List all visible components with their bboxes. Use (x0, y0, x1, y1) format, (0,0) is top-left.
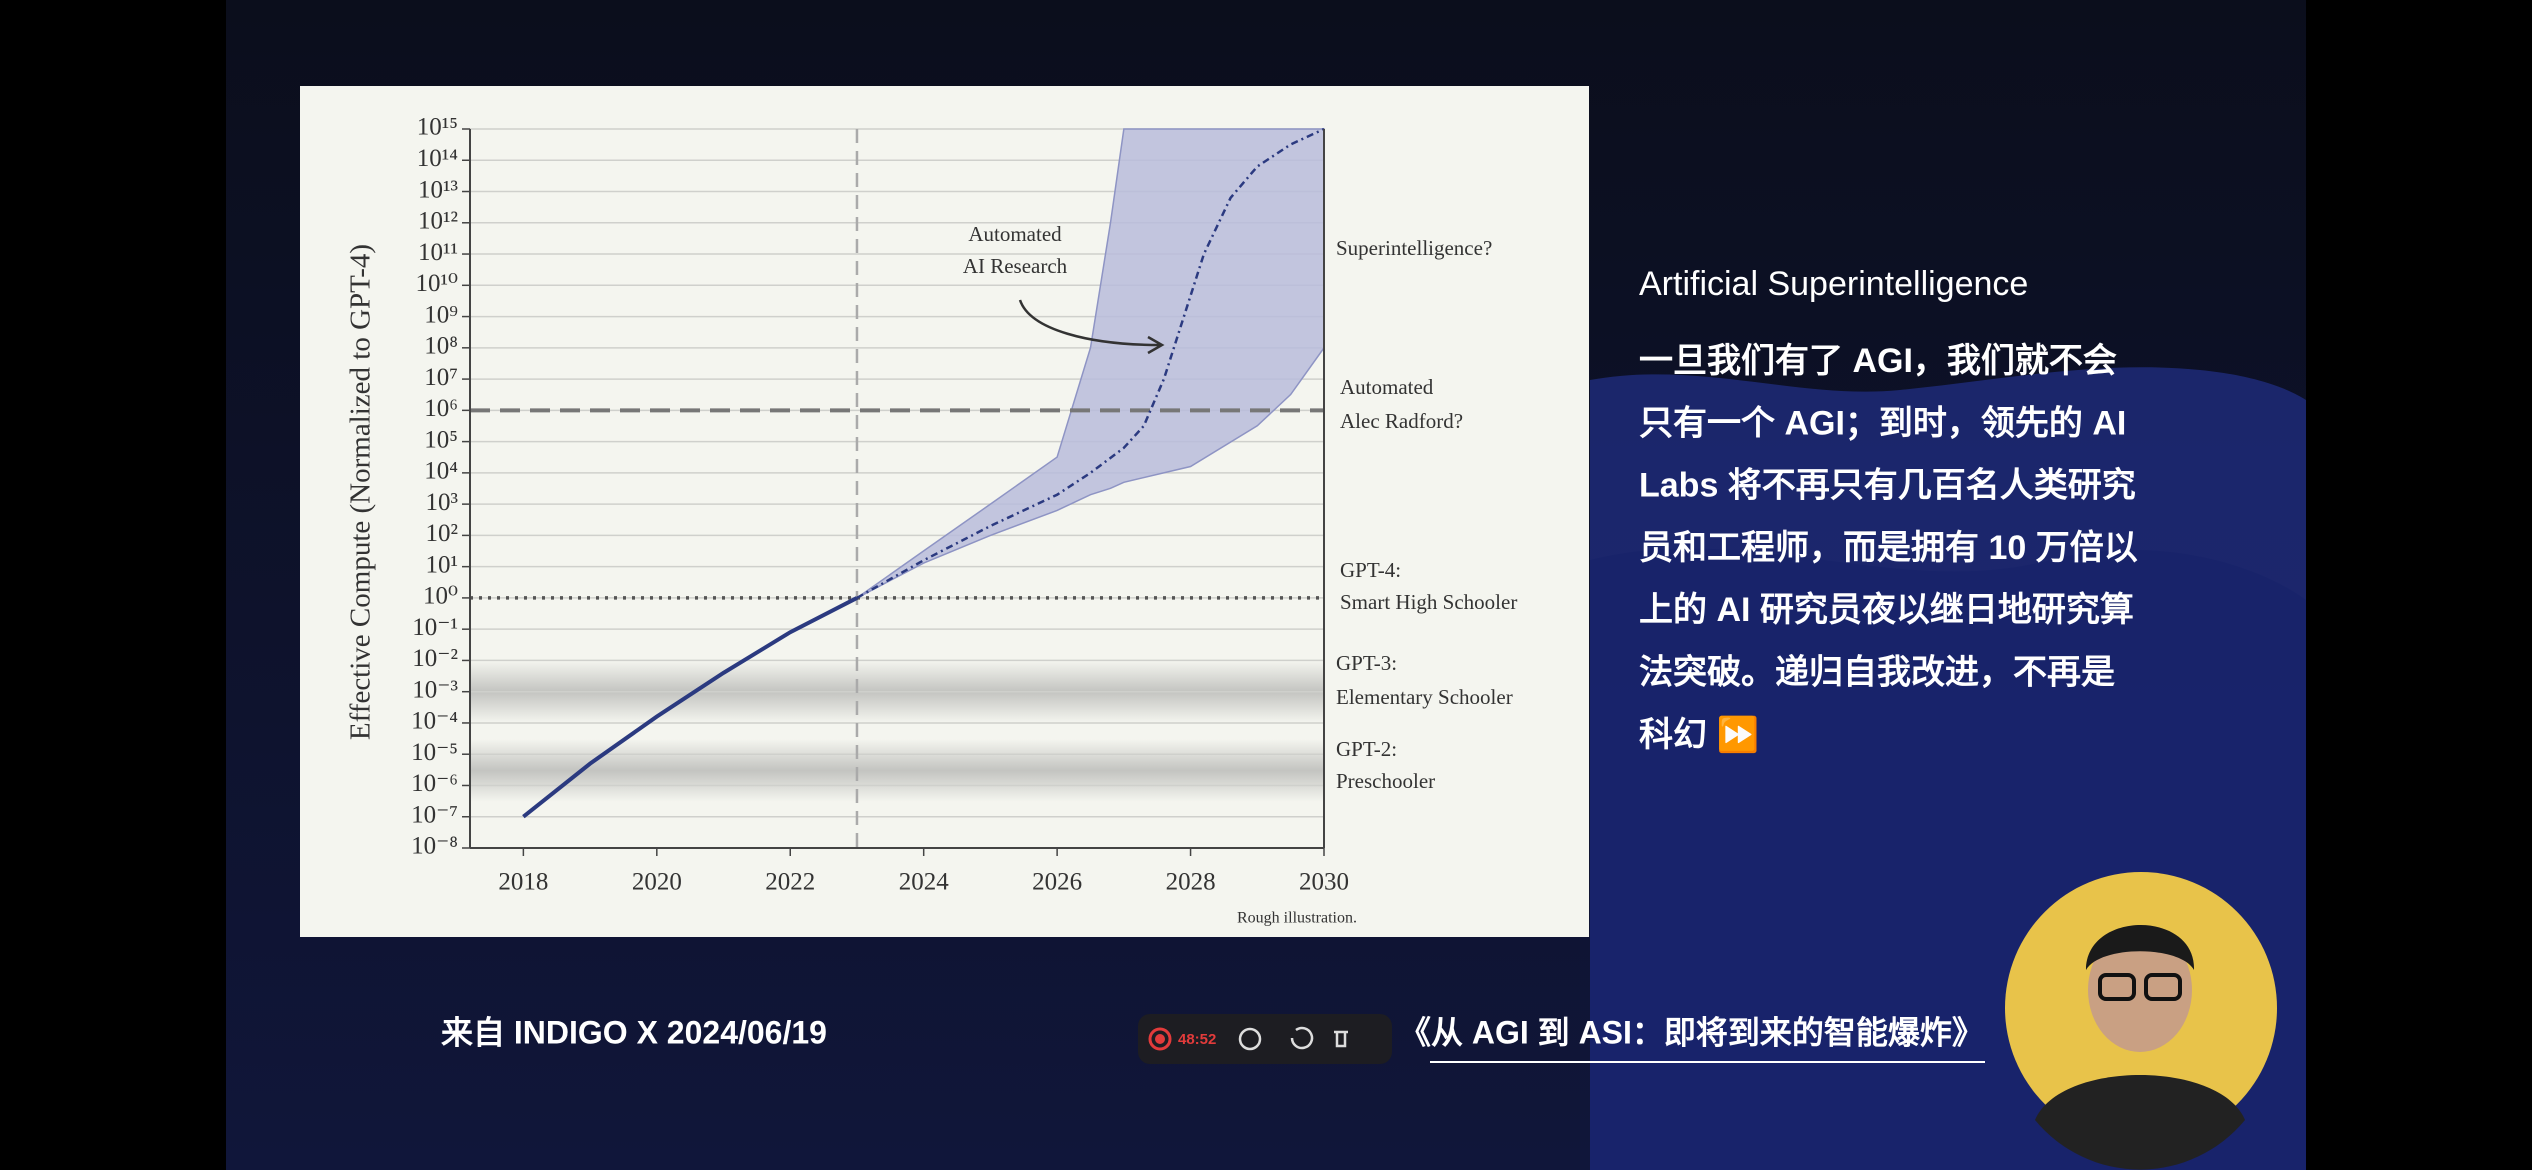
restart-icon[interactable] (1290, 1026, 1314, 1050)
reference-label: Automated (1340, 375, 1434, 399)
level-label: Elementary Schooler (1336, 685, 1513, 709)
chart-note: Rough illustration. (1237, 910, 1357, 927)
y-tick-label: 10⁻⁶ (411, 770, 458, 797)
series-line (522, 596, 858, 819)
y-tick-label: 10⁻¹ (412, 614, 458, 641)
book-title: 《从 AGI 到 ASI：即将到来的智能爆炸》 (1399, 1014, 1984, 1050)
y-tick-label: 10⁻⁷ (411, 801, 458, 828)
level-band (470, 739, 1324, 802)
body-line: 法突破。递归自我改进，不再是 (1639, 653, 2115, 691)
chart: 10⁻⁸ 10⁻⁷ 10⁻⁶ 10⁻⁵ 10⁻⁴ 10⁻³ 10⁻² 10⁻¹ 10⁰ 10¹ 10… (345, 114, 1518, 927)
glasses (2098, 973, 2136, 1001)
y-axis-title: Effective Compute (Normalized to GPT-4) (345, 244, 377, 740)
x-tick-label: 2022 (765, 869, 815, 896)
chart-panel (300, 86, 1589, 937)
body-line: 员和工程师，而是拥有 10 万倍以 (1639, 529, 2138, 567)
y-tick-label: 10⁻⁴ (411, 708, 458, 735)
webcam (2005, 872, 2277, 1170)
body-line: 一旦我们有了 AGI，我们就不会 (1639, 342, 2117, 380)
y-tick-label: 10⁻⁵ (411, 739, 458, 766)
y-tick-label: 10⁵ (424, 426, 458, 453)
person-face (2088, 928, 2192, 1052)
body-line: 科幻 ⏩ (1639, 715, 1759, 754)
source-text: 来自 INDIGO X 2024/06/19 (441, 1014, 827, 1050)
y-tick-label: 10⁻⁸ (411, 833, 458, 860)
glasses (2144, 973, 2182, 1001)
level-label: GPT-2: (1336, 737, 1397, 761)
pause-icon[interactable] (1238, 1027, 1262, 1051)
y-tick-label: 10¹⁵ (417, 114, 458, 141)
y-tick-label: 10⁰ (423, 583, 458, 610)
recorder-time: 48:52 (1178, 1031, 1216, 1048)
record-dot (1155, 1034, 1165, 1044)
annotation: AI Research (963, 254, 1068, 278)
series-line (856, 127, 1325, 600)
body-line: 只有一个 AGI；到时，领先的 AI (1639, 404, 2126, 442)
person-body (2035, 1075, 2245, 1170)
slide-heading: Artificial Superintelligence (1639, 265, 2028, 303)
y-tick-label: 10² (426, 520, 459, 547)
annotation: Superintelligence? (1336, 236, 1492, 260)
y-tick-label: 10³ (426, 489, 459, 516)
body-line: 上的 AI 研究员夜以继日地研究算 (1639, 591, 2134, 629)
y-tick-label: 10¹³ (418, 176, 458, 203)
x-tick-label: 2030 (1299, 869, 1349, 896)
x-tick-label: 2020 (632, 869, 682, 896)
annotation-arrow (1018, 299, 1165, 355)
y-tick-label: 10⁶ (424, 395, 458, 422)
body-line: Labs 将不再只有几百名人类研究 (1639, 467, 2136, 505)
reference-label: Smart High Schooler (1340, 590, 1517, 614)
y-tick-label: 10⁻² (412, 645, 458, 672)
recorder-bar: 48:52 (1138, 1014, 1392, 1064)
reference-label: GPT-4: (1340, 558, 1401, 582)
x-tick-label: 2018 (498, 869, 548, 896)
y-tick-label: 10¹⁰ (415, 270, 458, 297)
y-tick-label: 10⁸ (424, 333, 458, 360)
level-label: GPT-3: (1336, 651, 1397, 675)
y-tick-label: 10⁷ (424, 364, 458, 391)
reference-label: Alec Radford? (1340, 409, 1463, 433)
y-tick-label: 10⁴ (424, 458, 458, 485)
y-tick-label: 10¹¹ (418, 239, 458, 266)
x-tick-label: 2028 (1166, 869, 1216, 896)
delete-icon[interactable] (1334, 1030, 1348, 1048)
y-tick-label: 10¹⁴ (417, 145, 458, 172)
y-tick-label: 10¹ (426, 551, 459, 578)
y-tick-label: 10⁹ (424, 301, 458, 328)
person-hair (2086, 925, 2195, 970)
level-label: Preschooler (1336, 769, 1435, 793)
recorder-bg (1138, 1014, 1392, 1064)
x-tick-label: 2024 (899, 869, 950, 896)
y-tick-label: 10¹² (418, 208, 458, 235)
record-icon[interactable] (1148, 1027, 1172, 1051)
x-tick-label: 2026 (1032, 869, 1082, 896)
annotation: Automated (968, 222, 1062, 246)
y-tick-label: 10⁻³ (412, 676, 458, 703)
